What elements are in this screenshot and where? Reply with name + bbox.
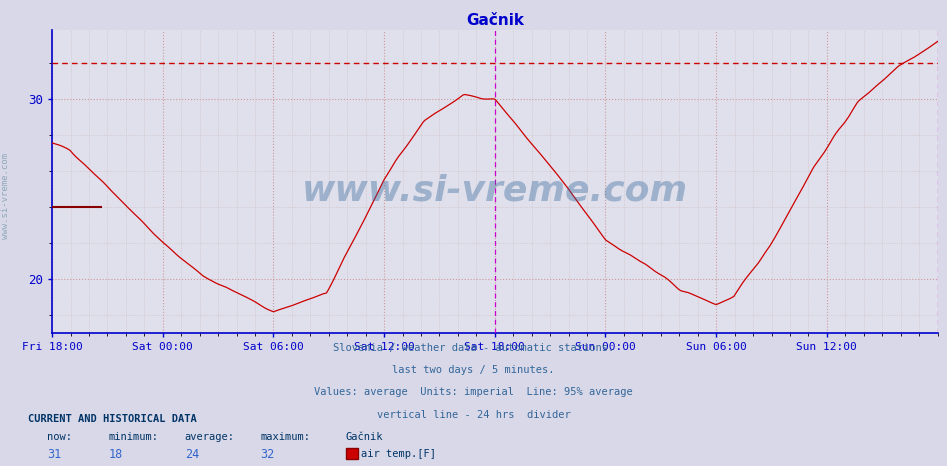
Text: Slovenia / weather data - automatic stations.: Slovenia / weather data - automatic stat… (333, 343, 614, 352)
Text: www.si-vreme.com: www.si-vreme.com (1, 153, 10, 239)
Text: www.si-vreme.com: www.si-vreme.com (302, 174, 688, 208)
Text: average:: average: (185, 432, 235, 442)
Text: CURRENT AND HISTORICAL DATA: CURRENT AND HISTORICAL DATA (28, 414, 197, 424)
Title: Gačnik: Gačnik (466, 13, 524, 28)
Text: last two days / 5 minutes.: last two days / 5 minutes. (392, 365, 555, 375)
Text: air temp.[F]: air temp.[F] (361, 449, 436, 459)
Text: 18: 18 (109, 448, 123, 460)
Text: minimum:: minimum: (109, 432, 159, 442)
Text: vertical line - 24 hrs  divider: vertical line - 24 hrs divider (377, 410, 570, 419)
Text: now:: now: (47, 432, 72, 442)
Text: maximum:: maximum: (260, 432, 311, 442)
Text: 32: 32 (260, 448, 275, 460)
Text: Gačnik: Gačnik (346, 432, 384, 442)
Text: 31: 31 (47, 448, 62, 460)
Text: 24: 24 (185, 448, 199, 460)
Text: Values: average  Units: imperial  Line: 95% average: Values: average Units: imperial Line: 95… (314, 387, 633, 397)
